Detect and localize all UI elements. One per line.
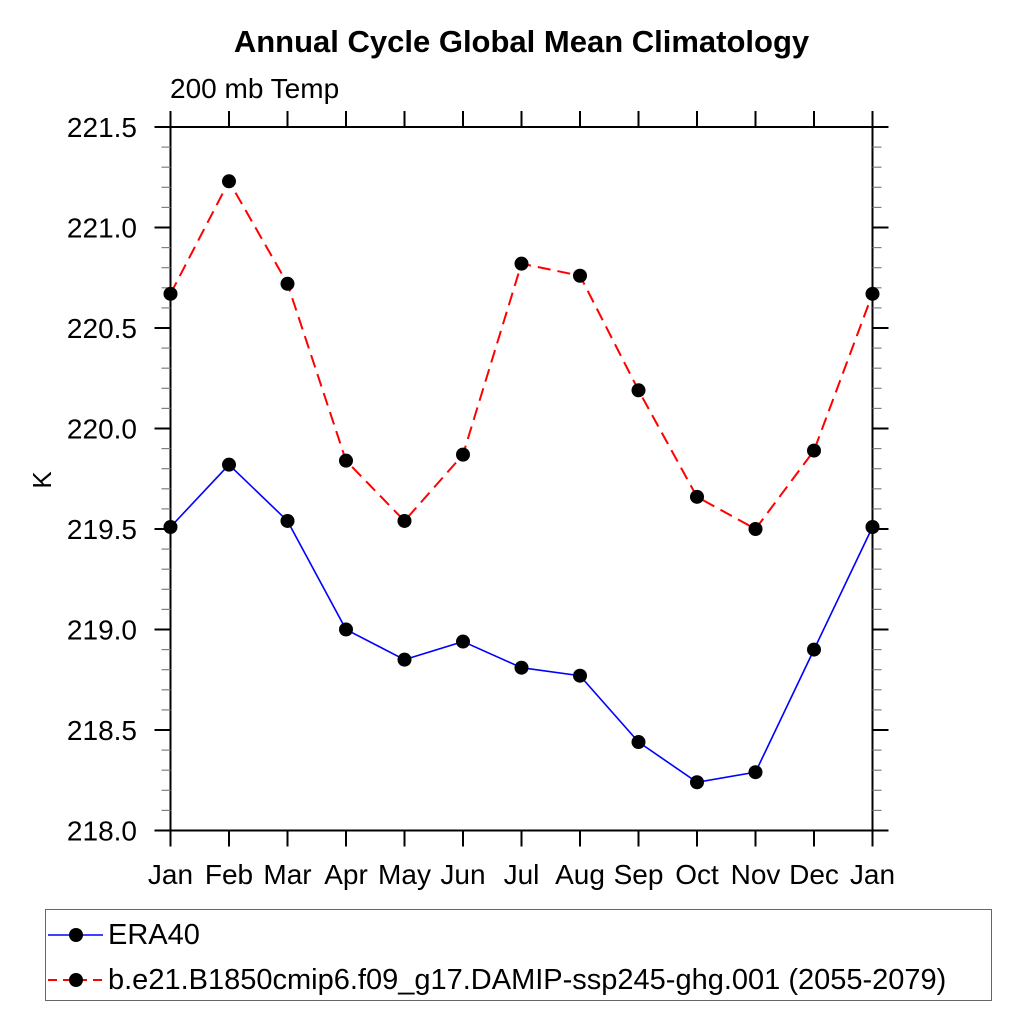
svg-text:Sep: Sep: [614, 859, 664, 890]
svg-text:218.0: 218.0: [67, 816, 137, 847]
legend-label-era40: ERA40: [108, 918, 200, 951]
legend-item-era40: ERA40: [48, 913, 200, 957]
svg-text:Mar: Mar: [263, 859, 311, 890]
svg-text:220.5: 220.5: [67, 313, 137, 344]
svg-text:Aug: Aug: [555, 859, 605, 890]
svg-text:Nov: Nov: [731, 859, 781, 890]
legend-item-ghg-run: b.e21.B1850cmip6.f09_g17.DAMIP-ssp245-gh…: [48, 958, 946, 1002]
chart-subtitle: 200 mb Temp: [170, 73, 340, 104]
svg-text:Jan: Jan: [850, 859, 895, 890]
x-axis-ticks: [169, 111, 874, 847]
chart-title: Annual Cycle Global Mean Climatology: [233, 24, 810, 59]
svg-text:219.5: 219.5: [67, 514, 137, 545]
legend-label-ghg-run: b.e21.B1850cmip6.f09_g17.DAMIP-ssp245-gh…: [108, 963, 947, 996]
y-axis-tick-labels: 218.0 218.5 219.0 219.5 220.0 220.5 221.0 221.5: [67, 112, 137, 847]
legend-box: ERA40 b.e21.B1850cmip6.f09_g17.DAMIP-ssp…: [45, 909, 992, 1001]
series-line-ghg-run: [169, 179, 874, 531]
svg-text:220.0: 220.0: [67, 414, 137, 445]
svg-text:221.0: 221.0: [67, 213, 137, 244]
series-markers-ghg-run: [163, 174, 880, 536]
era40-line-sample: [48, 928, 103, 942]
ghg-run-line-sample: [48, 973, 103, 987]
svg-text:Jul: Jul: [504, 859, 540, 890]
x-axis-tick-labels: Jan Feb Mar Apr May Jun Jul Aug Sep Oct Nov Dec Jan: [148, 859, 895, 890]
svg-text:Jun: Jun: [440, 859, 485, 890]
y-axis-label: K: [27, 471, 57, 489]
svg-text:May: May: [378, 859, 431, 890]
svg-text:Oct: Oct: [675, 859, 719, 890]
svg-text:221.5: 221.5: [67, 112, 137, 143]
svg-text:218.5: 218.5: [67, 715, 137, 746]
svg-text:Jan: Jan: [148, 859, 193, 890]
svg-text:Dec: Dec: [789, 859, 839, 890]
svg-text:Feb: Feb: [205, 859, 253, 890]
series-markers-era40: [163, 457, 880, 790]
svg-text:Apr: Apr: [324, 859, 368, 890]
plot-border: [169, 126, 874, 832]
svg-text:219.0: 219.0: [67, 615, 137, 646]
y-axis-ticks: [154, 126, 889, 832]
